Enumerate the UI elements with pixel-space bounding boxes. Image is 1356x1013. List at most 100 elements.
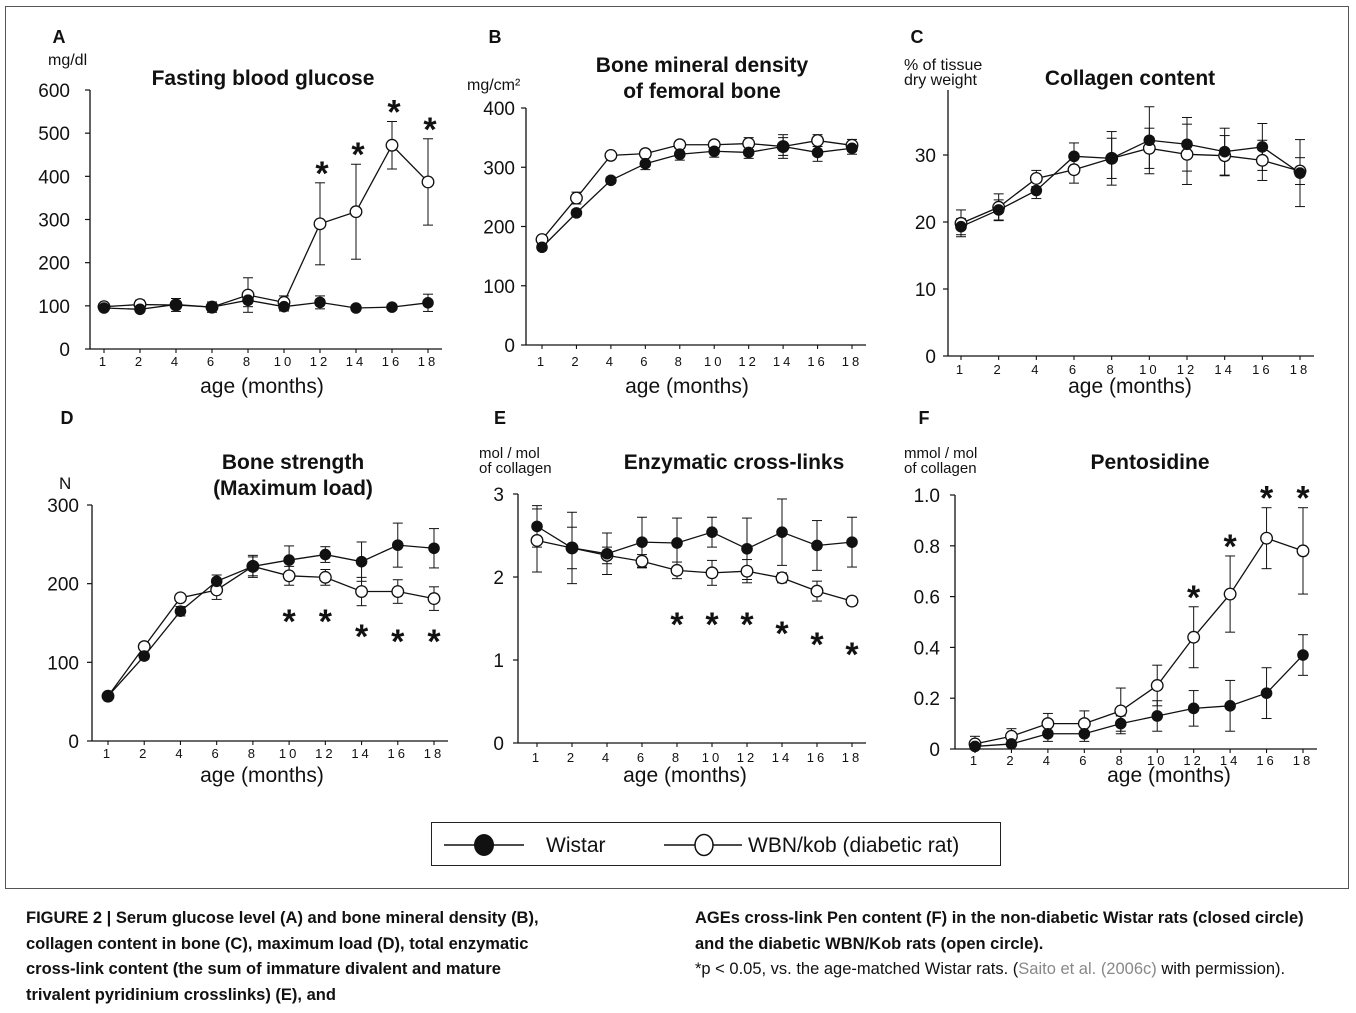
point-wistar — [170, 298, 182, 311]
x-tick-label: 8 — [1116, 753, 1126, 768]
y-tick-label: 0 — [59, 340, 70, 361]
x-tick-label: 16 — [807, 750, 827, 765]
point-wistar — [955, 220, 967, 233]
point-wistar — [391, 539, 404, 551]
caption-left: FIGURE 2 | Serum glucose level (A) and b… — [26, 909, 539, 1004]
x-tick-label: 10 — [279, 746, 299, 761]
y-tick-label: 100 — [483, 277, 515, 298]
x-tick-label: 6 — [212, 746, 222, 761]
point-wistar — [1256, 141, 1269, 153]
significance-asterisk: * — [810, 626, 824, 664]
x-tick-label: 4 — [1043, 753, 1053, 768]
point-wistar — [1005, 738, 1018, 750]
legend-wistar-label: Wistar — [546, 834, 606, 857]
point-wbn — [1260, 531, 1274, 545]
y-tick-label: 0 — [929, 740, 940, 761]
point-wbn — [355, 585, 369, 598]
point-wbn — [1114, 704, 1128, 718]
y-tick-label: 600 — [38, 81, 70, 102]
point-wbn — [1180, 147, 1194, 161]
chart-title: Enzymatic cross-links — [624, 451, 845, 474]
point-wistar — [811, 539, 823, 552]
chart-title: Bone strength — [222, 451, 364, 474]
point-wbn — [1150, 679, 1164, 692]
x-tick-label: 1 — [970, 753, 980, 768]
significance-asterisk: * — [319, 603, 333, 641]
point-wistar — [1218, 145, 1231, 158]
point-wistar — [1030, 184, 1043, 197]
point-wbn — [1296, 544, 1310, 558]
point-wbn — [427, 592, 441, 606]
point-wbn — [1255, 153, 1269, 167]
chart-title: Bone mineral density — [596, 54, 809, 77]
series-line-wistar — [107, 544, 435, 697]
x-tick-label: 18 — [1290, 362, 1310, 377]
series-line-wistar — [103, 299, 429, 310]
point-wbn — [1041, 717, 1055, 731]
series-line-wbn — [103, 144, 429, 308]
legend-wbn-marker — [694, 833, 714, 857]
point-wbn — [635, 554, 649, 568]
x-tick-label: 4 — [175, 746, 185, 761]
y-tick-label: 20 — [915, 213, 936, 234]
panel-letter-F: F — [919, 408, 930, 428]
significance-asterisk: * — [315, 155, 329, 193]
x-tick-label: 8 — [675, 354, 685, 369]
point-wistar — [1260, 687, 1273, 699]
point-wbn — [705, 566, 719, 580]
x-tick-label: 16 — [807, 354, 827, 369]
unit-label: of collagen — [904, 460, 977, 477]
point-wistar — [570, 207, 583, 219]
y-tick-label: 100 — [47, 653, 79, 674]
point-wistar — [992, 204, 1005, 216]
caption-reference-link[interactable]: Saito et al. (2006c) — [1018, 960, 1157, 978]
series-line-wistar — [541, 145, 853, 248]
x-tick-label: 8 — [243, 354, 253, 369]
significance-asterisk: * — [1187, 579, 1201, 617]
point-wbn — [318, 570, 332, 584]
caption-note: *p < 0.05, vs. the age-matched Wistar ra… — [695, 960, 1019, 978]
y-tick-label: 1.0 — [914, 486, 940, 507]
panel-letter-A: A — [53, 27, 66, 47]
caption-right: AGEs cross-link Pen content (F) in the n… — [695, 906, 1335, 983]
y-tick-label: 400 — [483, 99, 515, 120]
panel-letter-E: E — [494, 408, 506, 428]
unit-label: mmol / mol — [904, 445, 977, 462]
x-tick-label: 10 — [1139, 362, 1159, 377]
significance-asterisk: * — [427, 623, 441, 661]
point-wistar — [846, 536, 858, 548]
x-axis-label: age (months) — [200, 764, 324, 787]
x-tick-label: 6 — [1079, 753, 1089, 768]
point-wistar — [206, 301, 218, 313]
point-wistar — [601, 547, 613, 560]
significance-asterisk: * — [845, 636, 859, 674]
x-tick-label: 8 — [672, 750, 682, 765]
figure-frame — [5, 6, 1349, 889]
point-wbn — [670, 563, 684, 577]
point-wbn — [845, 594, 859, 608]
point-wistar — [1224, 700, 1236, 712]
y-tick-label: 0.2 — [914, 689, 940, 710]
point-wistar — [1078, 727, 1091, 740]
x-tick-label: 2 — [571, 354, 581, 369]
point-wistar — [247, 560, 259, 573]
point-wistar — [776, 526, 788, 538]
chart-title: (Maximum load) — [213, 477, 373, 500]
x-tick-label: 1 — [99, 354, 109, 369]
y-tick-label: 1 — [493, 651, 504, 672]
series-line-wbn — [974, 537, 1304, 745]
unit-label: mg/dl — [48, 52, 87, 69]
point-wistar — [102, 690, 114, 702]
point-wbn — [638, 147, 652, 161]
point-wistar — [671, 537, 683, 549]
point-wistar — [1181, 138, 1193, 151]
x-tick-label: 16 — [388, 746, 408, 761]
point-wbn — [1067, 163, 1081, 177]
x-tick-label: 18 — [1293, 753, 1313, 768]
point-wistar — [969, 740, 981, 753]
x-tick-label: 4 — [1031, 362, 1041, 377]
x-tick-label: 8 — [1107, 362, 1117, 377]
